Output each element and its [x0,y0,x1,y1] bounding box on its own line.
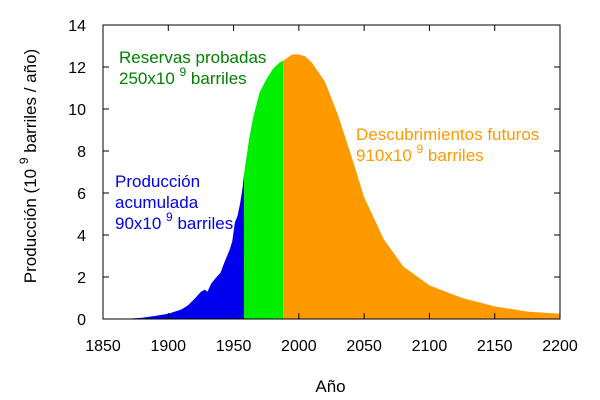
x-tick-label: 2200 [542,338,578,355]
annotation-line: 250x10 9 barriles [119,65,247,88]
x-tick: 2100 [412,25,448,355]
y-tick: 2 [77,270,560,287]
y-tick-label: 2 [77,270,86,287]
y-tick: 4 [77,228,560,245]
x-tick-label: 2100 [412,338,448,355]
annotation-line: Producción [115,172,200,191]
y-axis-title-main: Producción (10 [21,164,40,283]
y-axis-title-sup: 9 [17,157,31,164]
series-areas [103,54,560,320]
y-tick: 10 [68,102,560,119]
y-tick: 8 [77,144,560,161]
y-axis-title-tail: barriles / año) [21,49,40,158]
y-tick-label: 0 [77,312,86,329]
annotation-line: Reservas probadas [119,48,266,67]
y-tick-label: 12 [68,60,86,77]
y-tick-label: 6 [77,186,86,203]
x-tick: 1850 [85,25,121,355]
y-tick: 12 [68,60,560,77]
x-tick: 2050 [346,25,382,355]
series-area-0 [103,174,245,319]
y-tick: 6 [77,186,560,203]
x-tick-label: 1850 [85,338,121,355]
series-area-2 [283,54,560,320]
annotation-line: Descubrimientos futuros [356,125,539,144]
y-axis-title: Producción (10 9 barriles / año) [17,49,40,283]
y-tick-label: 14 [68,18,86,35]
x-tick: 1950 [216,25,252,355]
x-tick-label: 1900 [150,338,186,355]
x-tick-label: 1950 [216,338,252,355]
x-tick: 2150 [477,25,513,355]
x-tick: 2000 [281,25,317,355]
x-tick-label: 2000 [281,338,317,355]
series-area-1 [244,60,284,319]
y-tick-label: 8 [77,144,86,161]
y-tick: 0 [77,312,560,329]
x-tick-label: 2150 [477,338,513,355]
annotation-line: 90x10 9 barriles [115,210,233,233]
y-tick: 14 [68,18,560,35]
y-tick-label: 4 [77,228,86,245]
x-tick: 1900 [150,25,186,355]
annotation-line: acumulada [115,193,199,212]
x-axis-title: Año [315,377,345,396]
annotation-line: 910x10 9 barriles [356,142,484,165]
x-tick-label: 2050 [346,338,382,355]
y-tick-label: 10 [68,102,86,119]
axes: 1850 1900 1950 2000 2050 2100 2150 2200 0 2 4 6 8 10 1… [17,18,578,396]
x-tick: 2200 [542,25,578,355]
plot-frame [102,24,561,320]
